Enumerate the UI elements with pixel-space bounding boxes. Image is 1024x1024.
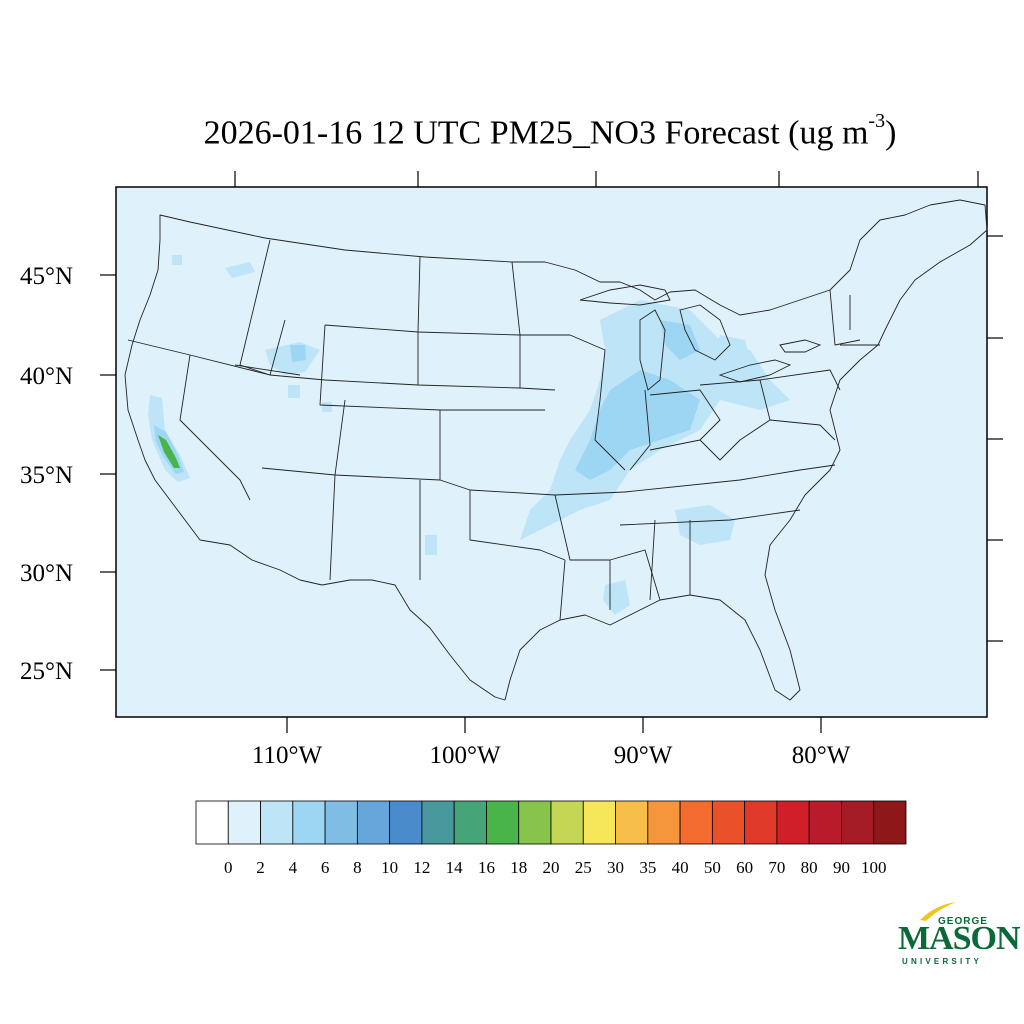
colorbar-tick-label: 6 bbox=[321, 858, 330, 877]
colorbar-swatch bbox=[486, 800, 520, 845]
colorbar-swatch bbox=[679, 800, 713, 845]
logo-swoosh-icon bbox=[920, 902, 956, 921]
title-text: 2026-01-16 12 UTC PM25_NO3 Forecast (ug … bbox=[203, 114, 869, 152]
colorbar-tick-label: 100 bbox=[861, 858, 887, 877]
map-title: 2026-01-16 12 UTC PM25_NO3 Forecast (ug … bbox=[0, 110, 1024, 152]
plume-contour-mid bbox=[290, 345, 306, 362]
colorbar-tick-label: 14 bbox=[446, 858, 464, 877]
lon-label-100w: 100°W bbox=[429, 742, 500, 769]
colorbar-swatch bbox=[582, 800, 616, 845]
logo-mason-text: MASON bbox=[898, 920, 1021, 957]
colorbar-tick-label: 10 bbox=[381, 858, 398, 877]
logo-george-text: GEORGE bbox=[938, 916, 988, 927]
colorbar-tick-label: 8 bbox=[353, 858, 362, 877]
plume-contour-high bbox=[158, 435, 180, 468]
colorbar bbox=[195, 800, 907, 845]
colorbar-swatch bbox=[421, 800, 455, 845]
gmu-logo: GEORGE MASON UNIVERSITY bbox=[896, 900, 1021, 972]
map-ticks bbox=[100, 171, 1003, 733]
colorbar-tick-label: 50 bbox=[704, 858, 721, 877]
colorbar-swatch bbox=[776, 800, 810, 845]
colorbar-tick-label: 35 bbox=[639, 858, 656, 877]
lat-label-30n: 30°N bbox=[20, 560, 73, 587]
logo-university-text: UNIVERSITY bbox=[902, 957, 983, 966]
colorbar-swatch bbox=[453, 800, 487, 845]
colorbar-tick-label: 12 bbox=[413, 858, 430, 877]
colorbar-tick-label: 16 bbox=[478, 858, 495, 877]
colorbar-swatch bbox=[292, 800, 326, 845]
lat-label-45n: 45°N bbox=[20, 263, 73, 290]
lon-label-110w: 110°W bbox=[252, 742, 323, 769]
state-boundaries bbox=[124, 199, 988, 701]
colorbar-swatch bbox=[744, 800, 778, 845]
colorbar-swatch bbox=[873, 800, 907, 845]
plume-contour-light bbox=[715, 335, 750, 365]
colorbar-swatch bbox=[356, 800, 391, 845]
plume-contour-mid bbox=[660, 320, 700, 360]
plume-contour-light bbox=[172, 255, 182, 265]
great-lakes bbox=[579, 284, 822, 391]
colorbar-swatch bbox=[324, 800, 358, 845]
title-close: ) bbox=[885, 114, 897, 152]
plume-contour-light bbox=[425, 535, 437, 555]
title-superscript: -3 bbox=[868, 110, 886, 132]
colorbar-swatch bbox=[260, 800, 294, 845]
plume-contour-mid bbox=[575, 370, 700, 480]
colorbar-tick-label: 18 bbox=[510, 858, 527, 877]
colorbar-tick-label: 80 bbox=[801, 858, 818, 877]
colorbar-swatch bbox=[227, 800, 261, 845]
colorbar-swatch bbox=[615, 800, 649, 845]
colorbar-tick-label: 70 bbox=[768, 858, 785, 877]
lat-label-40n: 40°N bbox=[20, 363, 73, 390]
lat-label-25n: 25°N bbox=[20, 658, 73, 685]
colorbar-swatch bbox=[195, 800, 229, 845]
plume-contour-light bbox=[225, 262, 255, 278]
colorbar-tick-label: 90 bbox=[833, 858, 850, 877]
lon-label-90w: 90°W bbox=[614, 742, 673, 769]
lat-label-35n: 35°N bbox=[20, 462, 73, 489]
plume-contour-light bbox=[322, 402, 332, 412]
colorbar-tick-label: 25 bbox=[575, 858, 592, 877]
colorbar-swatch bbox=[808, 800, 842, 845]
colorbar-swatch bbox=[550, 800, 584, 845]
colorbar-tick-label: 60 bbox=[736, 858, 753, 877]
colorbar-swatch bbox=[841, 800, 875, 845]
lon-label-80w: 80°W bbox=[792, 742, 851, 769]
colorbar-tick-label: 0 bbox=[224, 858, 233, 877]
colorbar-swatch bbox=[518, 800, 552, 845]
colorbar-tick-label: 2 bbox=[256, 858, 265, 877]
colorbar-swatch bbox=[711, 800, 746, 845]
colorbar-swatch bbox=[647, 800, 681, 845]
colorbar-swatch bbox=[389, 800, 423, 845]
colorbar-tick-label: 40 bbox=[672, 858, 689, 877]
colorbar-tick-label: 4 bbox=[289, 858, 298, 877]
colorbar-tick-label: 20 bbox=[543, 858, 560, 877]
colorbar-tick-label: 30 bbox=[607, 858, 624, 877]
plume-contour-light bbox=[288, 385, 300, 398]
colorbar-labels: 0 2 4 6 8 10 12 14 16 18 20 25 30 35 40 50 60 70 80 90 100 bbox=[224, 858, 886, 877]
